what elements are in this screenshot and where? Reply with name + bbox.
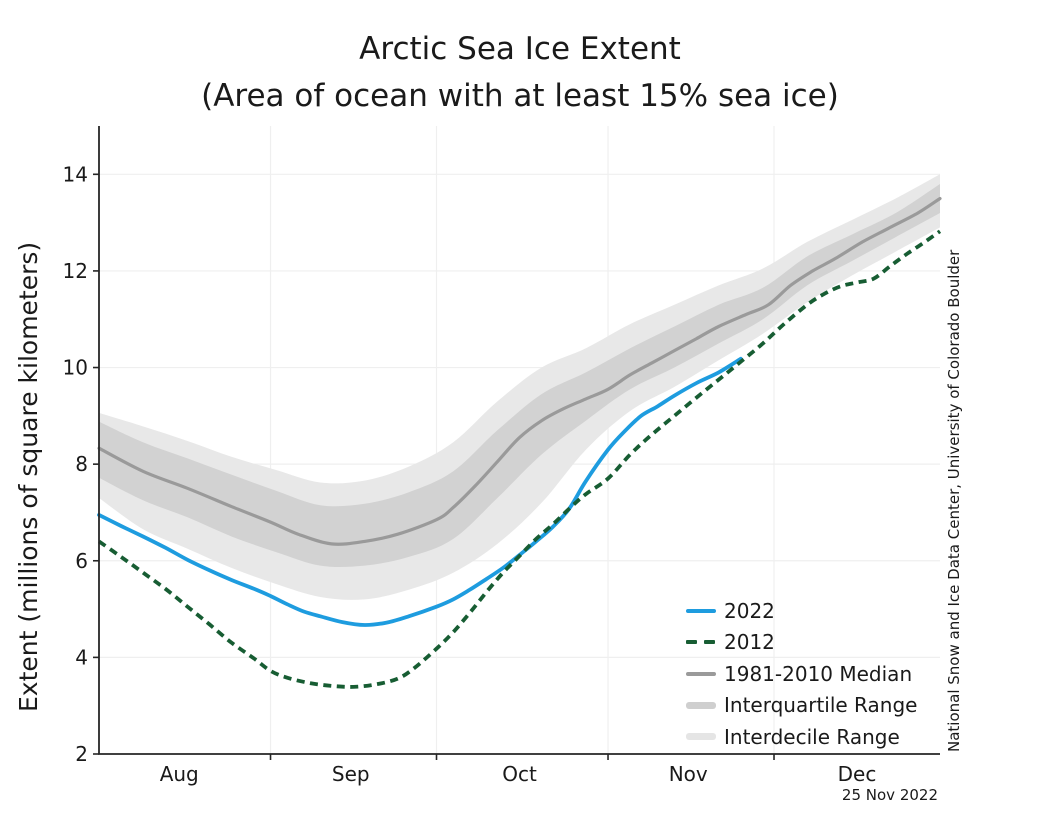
y-tick-label-14: 14	[63, 162, 88, 186]
chart-subtitle: (Area of ocean with at least 15% sea ice…	[201, 78, 839, 114]
series-2022-line	[97, 356, 743, 627]
legend-label-interdecile-range: Interdecile Range	[724, 724, 900, 749]
x-tick-label-aug: Aug	[160, 762, 199, 786]
y-tick-label-2: 2	[75, 742, 88, 766]
line-swatch-2022	[686, 608, 716, 613]
legend-item-interquartile-range: Interquartile Range	[686, 690, 917, 722]
y-tick-label-4: 4	[75, 645, 88, 669]
x-tick-label-dec: Dec	[838, 762, 877, 786]
legend-item-1981-2010-median: 1981-2010 Median	[686, 658, 917, 690]
swatch-bar	[686, 733, 716, 741]
dash-segment	[704, 640, 715, 645]
legend-label-2012: 2012	[724, 630, 775, 655]
legend-item-2022: 2022	[686, 595, 917, 627]
y-tick-label-6: 6	[75, 549, 88, 573]
x-tick-label-nov: Nov	[669, 762, 708, 786]
band-swatch-interdecile-range	[686, 733, 716, 741]
legend: 2022 2012 1981-2010 Median Interquartile Ra…	[686, 595, 917, 753]
band-swatch-interquartile-range	[686, 701, 716, 709]
x-tick-label-sep: Sep	[332, 762, 370, 786]
y-tick-label-12: 12	[63, 259, 88, 283]
credit-text: National Snow and Ice Data Center, Unive…	[945, 249, 963, 752]
swatch-bar	[686, 701, 716, 709]
line-swatch-2012	[686, 640, 716, 645]
y-axis-label: Extent (millions of square kilometers)	[14, 241, 43, 712]
line-swatch-1981-2010-median	[686, 671, 716, 676]
y-tick-label-8: 8	[75, 452, 88, 476]
x-tick-label-oct: Oct	[502, 762, 537, 786]
legend-item-interdecile-range: Interdecile Range	[686, 721, 917, 753]
chart-title: Arctic Sea Ice Extent	[359, 31, 681, 67]
legend-item-2012: 2012	[686, 627, 917, 659]
legend-label-1981-2010-median: 1981-2010 Median	[724, 661, 913, 686]
series-1981-2010-median-line	[97, 196, 942, 546]
band-interdecile-range	[99, 174, 940, 600]
swatch-bar	[686, 608, 716, 613]
y-tick-label-10: 10	[63, 356, 88, 380]
series-2012-line	[97, 229, 942, 689]
legend-label-2022: 2022	[724, 598, 775, 623]
legend-label-interquartile-range: Interquartile Range	[724, 693, 918, 718]
swatch-bar	[686, 671, 716, 676]
date-stamp: 25 Nov 2022	[841, 786, 938, 804]
dash-segment	[686, 640, 697, 645]
